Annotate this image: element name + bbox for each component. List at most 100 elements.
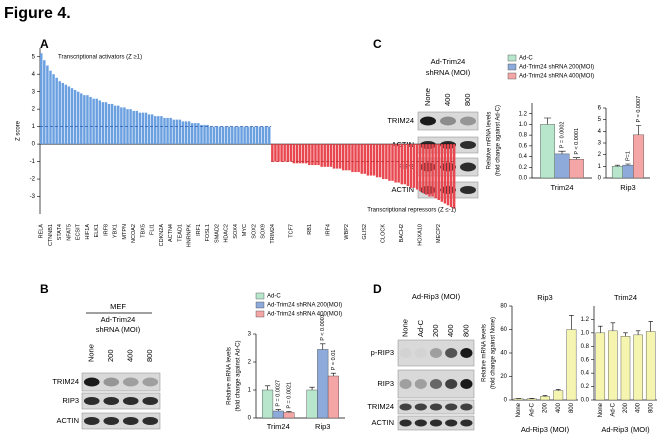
x-tick-label: HOXA10 xyxy=(418,224,424,246)
bar xyxy=(144,112,148,145)
blot-band xyxy=(83,397,100,405)
y-axis-label: Relative mRNA levels xyxy=(487,112,493,170)
bar xyxy=(277,144,280,162)
y-tick-label: 3 xyxy=(248,332,252,338)
bar xyxy=(317,144,320,166)
bar xyxy=(298,144,302,164)
legend-swatch xyxy=(255,310,265,318)
bar xyxy=(388,144,391,181)
error-bar xyxy=(286,411,292,413)
blot-band xyxy=(399,379,412,389)
bar xyxy=(243,126,246,145)
bar xyxy=(425,144,428,195)
y-tick-label: 1 xyxy=(248,388,252,394)
error-bar xyxy=(558,150,566,154)
bar xyxy=(206,124,209,145)
bar xyxy=(268,126,271,145)
blot-strip xyxy=(81,372,161,392)
bar xyxy=(64,84,68,145)
error-bar xyxy=(569,315,574,330)
y-tick-label: 20 xyxy=(500,374,507,380)
lane-label: 800 xyxy=(463,93,472,106)
p-value: P = 0.0007 xyxy=(636,96,642,123)
bar xyxy=(187,121,191,145)
bar xyxy=(67,86,71,145)
p-value: P = 0.0002 xyxy=(559,122,565,149)
panel-label: D xyxy=(373,282,382,296)
bar xyxy=(194,123,197,145)
y-tick-label: 0.0 xyxy=(519,176,528,182)
bar xyxy=(428,144,431,197)
bar xyxy=(354,144,357,173)
blot-band xyxy=(415,348,427,358)
x-tick-label: SOX4 xyxy=(233,224,239,239)
bar xyxy=(110,103,114,145)
blot-band xyxy=(460,403,473,411)
y-tick-label: 5 xyxy=(32,54,36,60)
bar xyxy=(327,375,339,419)
bar xyxy=(348,144,351,171)
bar xyxy=(412,144,416,188)
y-tick-label: 6 xyxy=(598,106,602,112)
bar xyxy=(317,349,329,419)
blot-band xyxy=(460,116,476,126)
error-bar xyxy=(614,164,621,167)
bar xyxy=(611,166,623,179)
bar xyxy=(104,102,108,145)
legend-label: Ad-C xyxy=(267,294,281,300)
bar xyxy=(227,126,231,145)
bar xyxy=(540,396,550,401)
x-tick-label: GLIS2 xyxy=(362,224,368,240)
bar xyxy=(135,110,138,145)
blot-band xyxy=(122,417,139,425)
error-bar xyxy=(330,372,337,376)
y-axis-label: Relative mRNA levels xyxy=(482,324,488,382)
bar xyxy=(540,124,556,179)
error-bar xyxy=(635,125,642,135)
bar xyxy=(329,144,333,167)
x-tick-label: Ad-C xyxy=(529,402,535,416)
legend-swatch xyxy=(507,72,517,80)
bar xyxy=(595,332,606,401)
bar xyxy=(440,144,444,202)
blot-row-label: TRIM24 xyxy=(52,377,79,386)
blot-row-label: ACTIN xyxy=(372,418,395,427)
x-tick-label: HDAC2 xyxy=(224,224,230,243)
bar xyxy=(132,110,135,145)
x-tick-label: FOSL1 xyxy=(205,224,211,241)
y-axis-label: (fold change against None) xyxy=(491,317,497,389)
x-tick-label: MYC xyxy=(242,224,248,236)
bar xyxy=(569,159,584,179)
bar xyxy=(107,103,111,145)
bar xyxy=(76,91,80,145)
blot-band xyxy=(445,403,458,411)
bar xyxy=(357,144,360,173)
bar xyxy=(70,88,74,145)
y-tick-label: 2 xyxy=(32,107,36,113)
lane-label: 200 xyxy=(106,349,115,362)
bar xyxy=(123,107,126,145)
bar xyxy=(351,144,354,173)
y-axis-label: Z score xyxy=(16,120,22,141)
bar xyxy=(95,98,98,145)
bar xyxy=(172,119,175,145)
bar xyxy=(150,114,154,145)
legend-swatch xyxy=(507,63,517,71)
error-bar xyxy=(309,386,315,390)
error-bar xyxy=(275,409,281,411)
bar xyxy=(397,144,400,183)
bar xyxy=(178,119,182,145)
blot-band xyxy=(445,419,458,427)
y-tick-label: 3 xyxy=(32,89,36,95)
bar xyxy=(271,144,274,162)
bar xyxy=(197,123,200,145)
bar xyxy=(335,144,339,169)
blot-row-label: RIP3 xyxy=(377,379,394,388)
bar xyxy=(431,144,434,197)
blot-band xyxy=(460,186,476,194)
bar xyxy=(117,105,120,145)
bar xyxy=(378,144,382,178)
bar xyxy=(369,144,373,176)
bar xyxy=(169,117,172,145)
